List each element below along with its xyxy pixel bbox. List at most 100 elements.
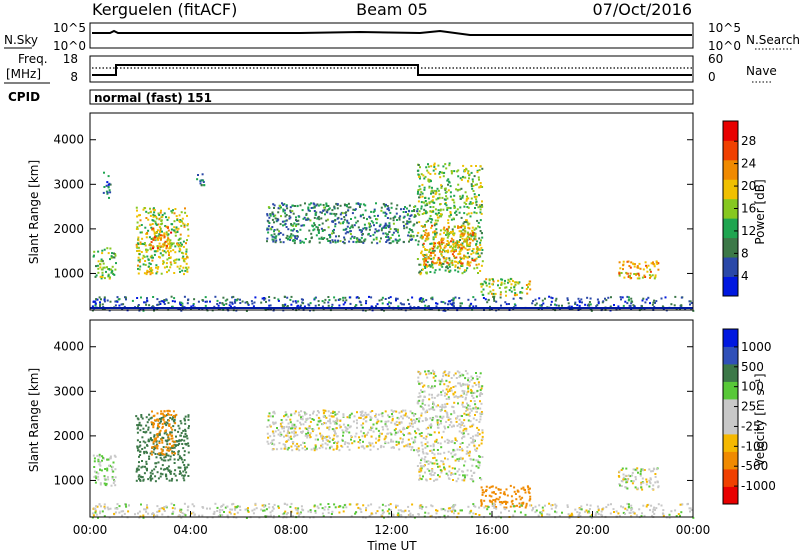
nave-label: Nave — [746, 64, 777, 78]
x-tick-4: 16:00 — [475, 523, 510, 537]
power-colorbar-tick-0: 28 — [741, 134, 756, 148]
velocity-plot-area — [91, 369, 695, 519]
power-colorbar-swatch-0 — [723, 276, 738, 297]
velocity-colorbar-swatch-8 — [723, 346, 738, 365]
nsky-panel: N.Sky 10^5 10^0 10^5 10^0 N.Search — [4, 21, 800, 53]
cpid-panel: CPID normal (fast) 151 — [8, 89, 694, 105]
power-ylabel: Slant Range [km] — [27, 160, 41, 264]
power-colorbar-swatch-5 — [723, 179, 738, 200]
power-colorbar-swatch-6 — [723, 159, 738, 180]
freq-tick-top: 18 — [63, 52, 78, 66]
power-colorbar-swatch-1 — [723, 257, 738, 277]
velocity-colorbar-swatch-7 — [723, 364, 738, 382]
velocity-colorbar-swatch-3 — [723, 434, 738, 452]
power-echo-region-4 — [196, 173, 206, 187]
beam-label: Beam 05 — [356, 0, 428, 19]
power-echo-region-3 — [150, 225, 173, 253]
nsearch-label: N.Search — [746, 33, 800, 47]
x-tick-5: 20:00 — [575, 523, 610, 537]
power-echo-region-0 — [92, 247, 117, 280]
freq-label-2: [MHz] — [6, 67, 41, 81]
velocity-colorbar-swatch-6 — [723, 381, 738, 400]
power-colorbar-swatch-4 — [723, 198, 738, 219]
velocity-colorbar-swatch-0 — [723, 486, 738, 505]
power-colorbar-tick-6: 4 — [741, 269, 749, 283]
power-echo-region-7 — [421, 224, 479, 267]
velocity-colorbar-swatch-2 — [723, 451, 738, 470]
velocity-y-ticks: 4000 3000 2000 1000 — [53, 340, 693, 487]
velocity-colorbar-tick-5: -100 — [741, 439, 768, 453]
power-colorbar-swatch-2 — [723, 237, 738, 258]
power-echo-region-5 — [266, 202, 419, 245]
cpid-text: normal (fast) 151 — [94, 91, 212, 105]
velocity-colorbar-label: Velocity [m s⁻¹] — [753, 373, 767, 466]
power-plot-area — [90, 162, 695, 312]
velocity-colorbar-swatch-5 — [723, 399, 738, 417]
velocity-panel: Slant Range [km] 4000 3000 2000 1000 00:00 0… — [27, 319, 776, 553]
power-echo-region-9 — [618, 260, 660, 280]
power-colorbar: 28 24 20 16 12 8 4 — [722, 120, 756, 297]
freq-tick-bottom: 8 — [70, 70, 78, 84]
power-panel: Slant Range [km] 4000 3000 2000 1000 28 24 20… — [27, 112, 767, 312]
velocity-ylabel: Slant Range [km] — [27, 368, 41, 472]
velocity-echo-region-6 — [617, 467, 660, 491]
velocity-colorbar-tick-6: -500 — [741, 459, 768, 473]
velocity-echo-region-5 — [480, 484, 532, 509]
figure-title: Kerguelen (fitACF) — [92, 0, 237, 19]
nave-tick-bottom: 0 — [708, 70, 716, 84]
power-colorbar-swatch-3 — [723, 218, 738, 239]
power-y-tick-0: 4000 — [53, 133, 84, 147]
velocity-colorbar-tick-0: 1000 — [741, 340, 772, 354]
x-axis-label: Time UT — [366, 539, 417, 553]
power-colorbar-tick-1: 24 — [741, 157, 756, 171]
power-y-ticks: 4000 3000 2000 1000 — [53, 133, 693, 280]
nsky-label: N.Sky — [4, 33, 38, 47]
power-colorbar-label: Power [dB] — [753, 179, 767, 244]
velocity-echo-region-2 — [150, 409, 178, 456]
nsearch-tick-bottom: 10^0 — [708, 39, 741, 53]
velocity-y-tick-0: 4000 — [53, 340, 84, 354]
date-label: 07/Oct/2016 — [592, 0, 692, 19]
x-tick-2: 08:00 — [274, 523, 309, 537]
velocity-colorbar-tick-1: 500 — [741, 360, 764, 374]
velocity-colorbar: 1000 500 100 25 -25 -100 -500 -1000 — [722, 328, 776, 505]
velocity-colorbar-tick-3: 25 — [741, 400, 756, 414]
power-y-tick-1: 3000 — [53, 177, 84, 191]
velocity-colorbar-tick-7: -1000 — [741, 479, 776, 493]
power-colorbar-swatch-8 — [723, 121, 738, 141]
velocity-y-tick-1: 3000 — [53, 384, 84, 398]
power-colorbar-tick-2: 20 — [741, 179, 756, 193]
velocity-colorbar-tick-4: -25 — [741, 419, 761, 433]
velocity-echo-region-3 — [266, 409, 419, 452]
power-colorbar-swatch-7 — [723, 140, 738, 161]
cpid-label: CPID — [8, 90, 40, 104]
velocity-x-ticks: 00:00 04:00 08:00 12:00 16:00 20:00 00:00 — [73, 511, 711, 537]
nsearch-tick-top: 10^5 — [708, 21, 741, 35]
x-tick-1: 04:00 — [173, 523, 208, 537]
power-echo-region-1 — [102, 171, 112, 199]
velocity-colorbar-swatch-4 — [723, 416, 738, 435]
nsky-tick-top: 10^5 — [53, 21, 86, 35]
power-y-tick-3: 1000 — [53, 266, 84, 280]
power-colorbar-tick-5: 8 — [741, 246, 749, 260]
power-colorbar-tick-3: 16 — [741, 202, 756, 216]
velocity-y-tick-2: 2000 — [53, 429, 84, 443]
velocity-echo-region-0 — [92, 453, 117, 487]
power-y-tick-2: 2000 — [53, 222, 84, 236]
freq-panel: Freq. [MHz] 18 8 60 0 Nave — [4, 52, 777, 84]
power-echo-region-2 — [135, 206, 190, 276]
velocity-colorbar-swatch-9 — [723, 329, 738, 347]
x-tick-0: 00:00 — [73, 523, 108, 537]
power-echo-region-6 — [416, 162, 484, 276]
velocity-colorbar-tick-2: 100 — [741, 380, 764, 394]
power-colorbar-tick-4: 12 — [741, 224, 756, 238]
velocity-echo-region-4 — [416, 369, 484, 483]
power-echo-region-8 — [479, 277, 532, 298]
velocity-y-tick-3: 1000 — [53, 473, 84, 487]
x-tick-6: 00:00 — [676, 523, 711, 537]
nsky-tick-bottom: 10^0 — [53, 39, 86, 53]
velocity-colorbar-swatch-1 — [723, 469, 738, 487]
freq-label-1: Freq. — [18, 52, 48, 66]
nave-tick-top: 60 — [708, 52, 723, 66]
